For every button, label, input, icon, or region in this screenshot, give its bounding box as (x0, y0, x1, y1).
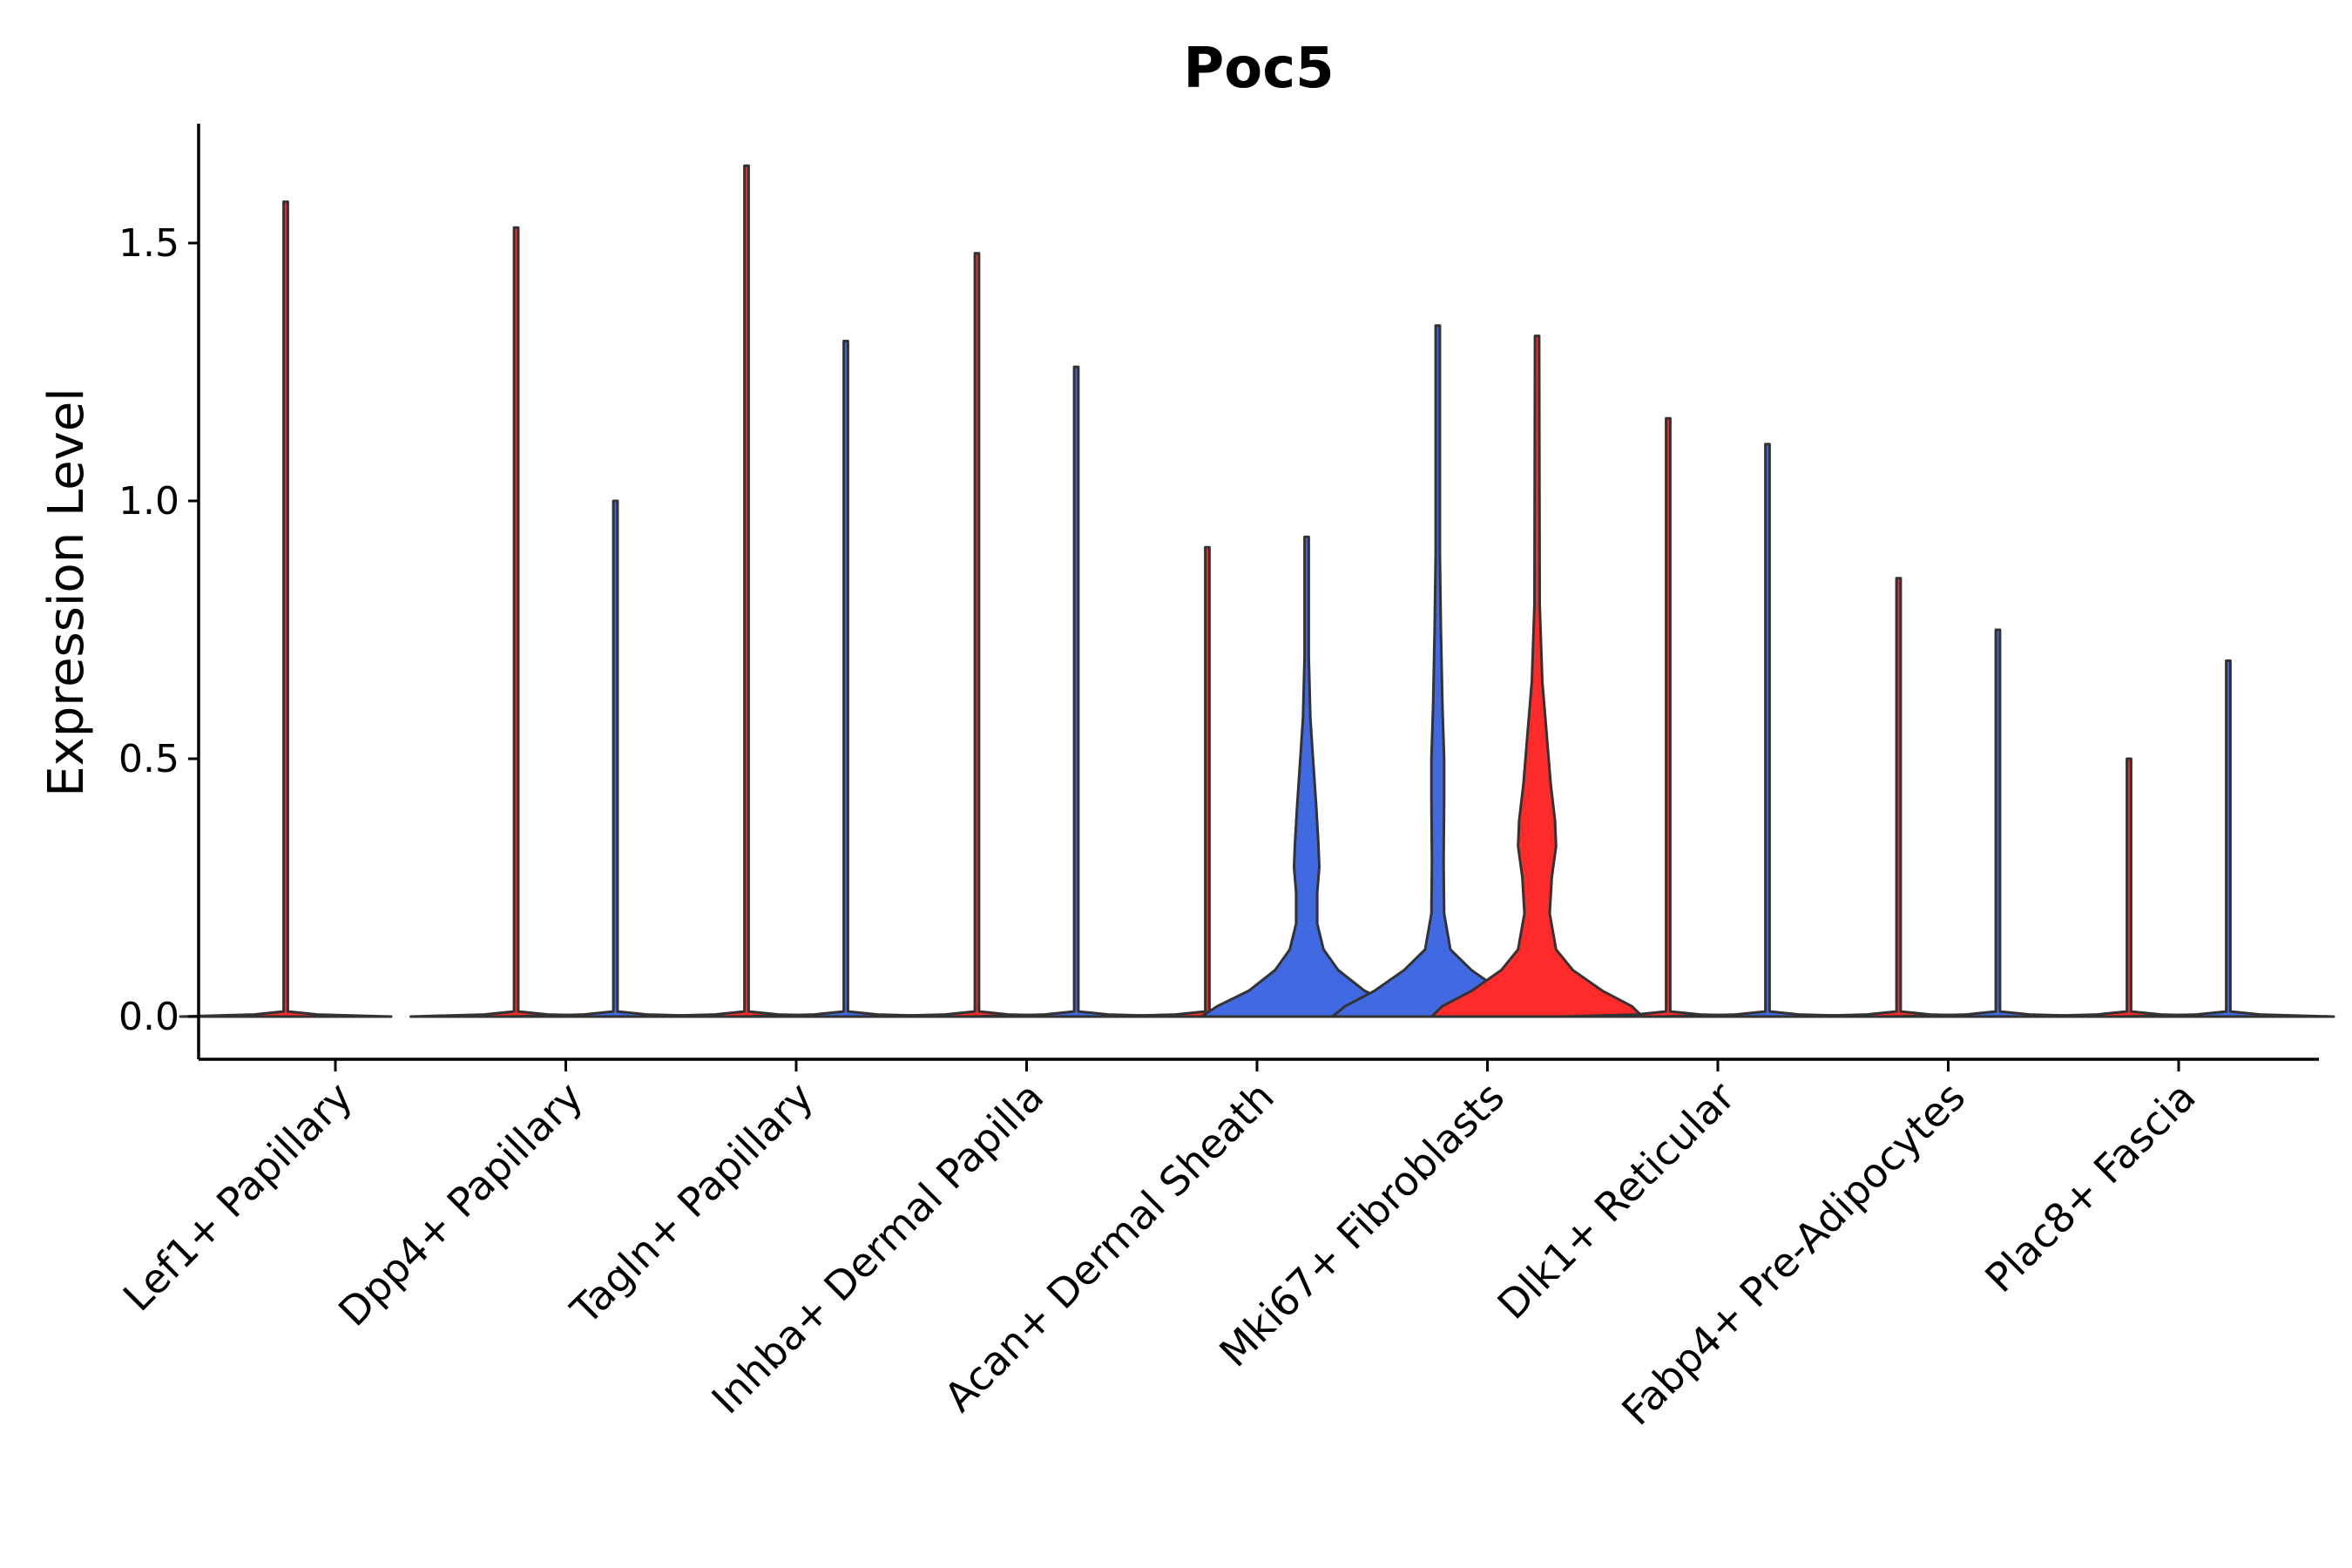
y-tick-label: 0.5 (118, 737, 179, 781)
x-tick-label: Dlk1+ Reticular (1489, 1073, 1744, 1328)
violin-shape (739, 340, 953, 1018)
y-tick-label: 1.0 (118, 479, 179, 524)
violin-shape (1792, 577, 2005, 1018)
y-axis: 0.0 0.5 1.0 1.5 (118, 124, 200, 1059)
x-tick-label: Dpp4+ Papillary (329, 1073, 591, 1335)
chart-title: Poc5 (1183, 37, 1334, 101)
violin-shape (1100, 545, 1315, 1018)
y-tick-label: 1.5 (118, 221, 179, 266)
x-tick-label: Lef1+ Papillary (114, 1073, 362, 1321)
x-tick-label: Plac8+ Fascia (1976, 1073, 2204, 1301)
y-axis-label: Expression Level (38, 388, 95, 797)
violin-shape (1331, 324, 1544, 1018)
violin-shape (870, 252, 1084, 1018)
violin-shape (179, 200, 393, 1018)
plot-area (179, 164, 2335, 1018)
y-tick-label: 0.0 (118, 995, 179, 1039)
violin-shape (970, 365, 1183, 1018)
violin-shape (409, 226, 623, 1018)
violin-shape (2121, 659, 2335, 1018)
violin-shape (1430, 335, 1644, 1018)
violin-shape (1200, 535, 1414, 1018)
violin-shape (1891, 628, 2105, 1018)
violin-shape (2022, 757, 2236, 1018)
violin-shape (509, 499, 722, 1018)
violin-shape (1561, 416, 1775, 1018)
violin-shape (639, 164, 854, 1018)
violin-shape (1660, 443, 1875, 1018)
x-tick-label: Tagln+ Papillary (561, 1073, 822, 1335)
